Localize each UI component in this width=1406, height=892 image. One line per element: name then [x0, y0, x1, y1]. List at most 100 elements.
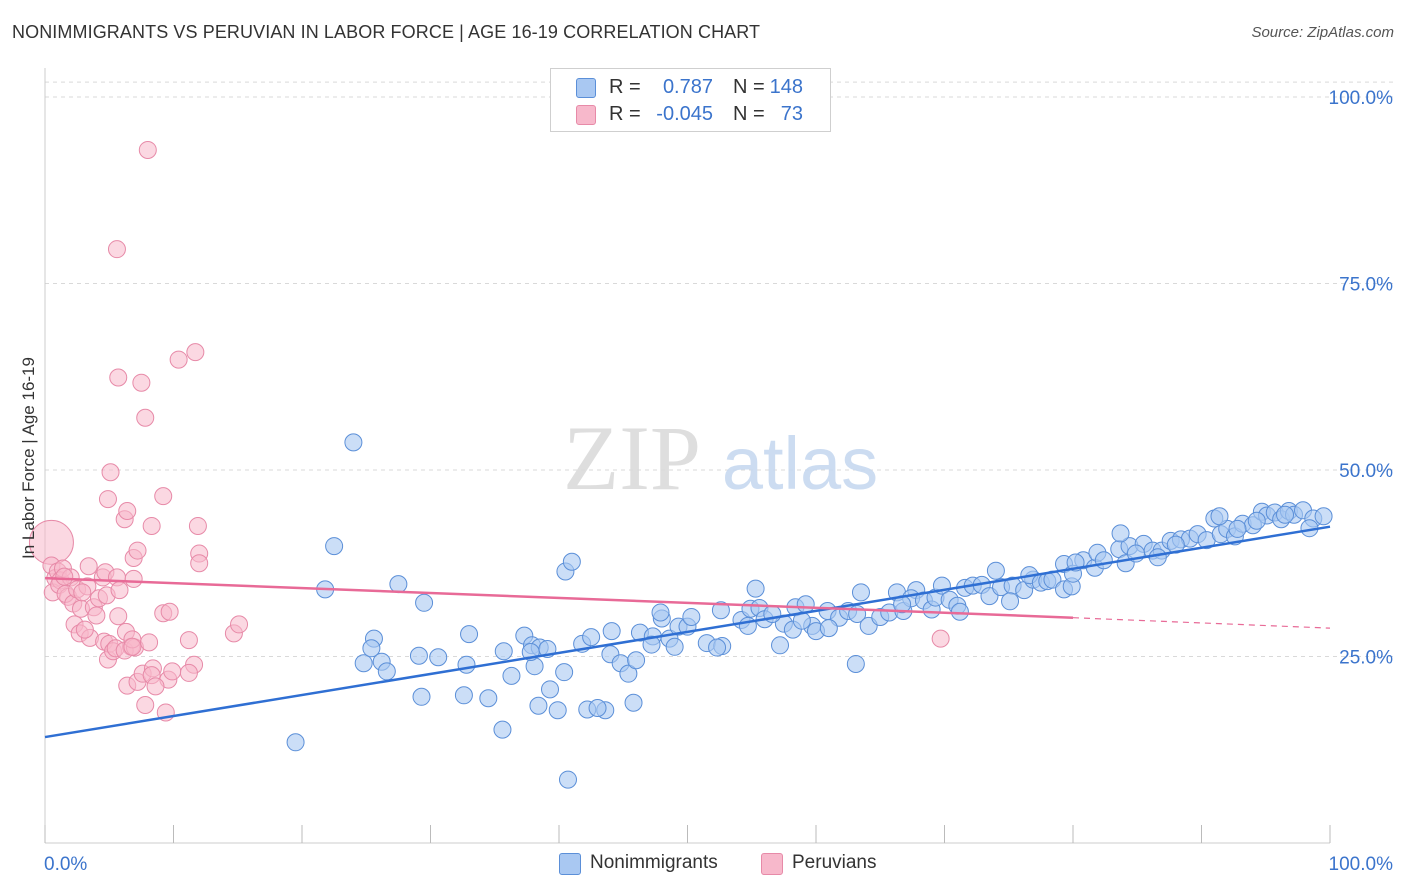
n-label: N =: [733, 76, 765, 98]
peruvians-point: [138, 140, 157, 159]
axes: [44, 68, 1331, 844]
nonimmigrants-swatch: [576, 78, 596, 98]
peruvians-point: [169, 350, 188, 369]
legend-label-nonimmigrants: Nonimmigrants: [590, 852, 718, 873]
y-tick-label-100: 100.0%: [1329, 88, 1394, 109]
stats-legend: R = 0.787 N = 148 R = -0.045 N = 73: [550, 68, 831, 132]
peruvians-point: [230, 615, 249, 634]
legend-label-peruvians: Peruvians: [792, 852, 877, 873]
peruvians-swatch: [576, 105, 596, 125]
nonimmigrants-point: [1210, 507, 1229, 526]
peruvians-point: [179, 663, 198, 682]
nonimmigrants-point: [562, 552, 581, 571]
peruvians-point: [136, 695, 155, 714]
nonimmigrants-point: [642, 635, 661, 654]
peruvians-point: [87, 606, 106, 625]
nonimmigrants-point: [619, 664, 638, 683]
y-tick-label-75: 75.0%: [1339, 275, 1393, 296]
nonimmigrants-point: [746, 579, 765, 598]
x-tick-label-max: 100.0%: [1329, 854, 1394, 875]
nonimmigrants-point: [711, 601, 730, 620]
nonimmigrants-point: [457, 655, 476, 674]
nonimmigrants-point: [454, 686, 473, 705]
y-tick-label-25: 25.0%: [1339, 648, 1393, 669]
stats-row-peruvians: R = -0.045 N = 73: [551, 101, 830, 129]
r-label: R =: [609, 103, 641, 125]
trend-lines: [44, 525, 1331, 739]
peruvians-legend-swatch: [761, 853, 783, 875]
x-tick-label-min: 0.0%: [44, 854, 87, 875]
grid-lines: [45, 81, 1395, 657]
r-label: R =: [609, 76, 641, 98]
nonimmigrants-point: [1111, 524, 1130, 543]
nonimmigrants-point: [389, 575, 408, 594]
peruvians-point: [109, 368, 128, 387]
nonimmigrants-point: [1276, 505, 1295, 524]
watermark: ZIP atlas: [563, 407, 878, 509]
peruvians-point: [179, 631, 198, 650]
nonimmigrants-points: [286, 433, 1333, 789]
stats-row-nonimmigrants: R = 0.787 N = 148: [551, 74, 830, 102]
peruvians-point: [109, 607, 128, 626]
nonimmigrants-point: [344, 433, 363, 452]
peruvians-point: [79, 557, 98, 576]
nonimmigrants-point: [651, 603, 670, 622]
nonimmigrants-point: [541, 680, 560, 699]
nonimmigrants-point: [682, 607, 701, 626]
nonimmigrants-point: [851, 583, 870, 602]
nonimmigrants-point: [502, 666, 521, 685]
peruvians-point: [107, 240, 126, 259]
nonimmigrants-point: [665, 637, 684, 656]
peruvians-point: [142, 516, 161, 535]
peruvians-point: [55, 567, 74, 586]
nonimmigrants-point: [494, 642, 513, 661]
nonimmigrants-point: [1247, 511, 1266, 530]
nonimmigrants-point: [771, 636, 790, 655]
nonimmigrants-point: [415, 593, 434, 612]
peruvians-point: [931, 629, 950, 648]
peruvians-point: [123, 637, 142, 656]
nonimmigrants-point: [708, 638, 727, 657]
nonimmigrants-point: [1314, 507, 1333, 526]
watermark-atlas: atlas: [722, 422, 878, 505]
source-label: Source: ZipAtlas.com: [1251, 24, 1394, 41]
n-value-peruvians: 73: [780, 103, 803, 125]
nonimmigrants-point: [796, 595, 815, 614]
peruvians-point: [136, 408, 155, 427]
nonimmigrants-point: [558, 770, 577, 789]
nonimmigrants-point: [555, 663, 574, 682]
peruvians-point: [132, 373, 151, 392]
nonimmigrants-legend-swatch: [559, 853, 581, 875]
nonimmigrants-point: [1001, 592, 1020, 611]
peruvians-point: [160, 602, 179, 621]
peruvians-point: [98, 490, 117, 509]
nonimmigrants-point: [846, 654, 865, 673]
peruvians-point: [101, 463, 120, 482]
nonimmigrants-point: [377, 662, 396, 681]
nonimmigrants-point: [624, 693, 643, 712]
nonimmigrants-point: [1094, 551, 1113, 570]
peruvians-point: [163, 662, 182, 681]
nonimmigrants-point: [582, 628, 601, 647]
nonimmigrants-point: [362, 639, 381, 658]
r-value-nonimmigrants: 0.787: [662, 76, 713, 98]
n-label: N =: [733, 103, 765, 125]
nonimmigrants-point: [429, 648, 448, 667]
peruvians-trend-line: [44, 576, 1074, 619]
peruvians-point: [188, 516, 207, 535]
nonimmigrants-point: [529, 696, 548, 715]
chart-title: NONIMMIGRANTS VS PERUVIAN IN LABOR FORCE…: [12, 22, 761, 42]
peruvians-trend-extension: [1072, 617, 1331, 629]
nonimmigrants-point: [627, 651, 646, 670]
nonimmigrants-point: [354, 654, 373, 673]
nonimmigrants-point: [819, 619, 838, 638]
peruvians-point: [110, 581, 129, 600]
nonimmigrants-point: [286, 733, 305, 752]
peruvians-point: [140, 633, 159, 652]
nonimmigrants-point: [588, 698, 607, 717]
peruvians-point: [154, 487, 173, 506]
peruvians-point: [128, 541, 147, 560]
nonimmigrants-point: [1148, 548, 1167, 567]
y-axis-label: In Labor Force | Age 16-19: [19, 357, 38, 559]
